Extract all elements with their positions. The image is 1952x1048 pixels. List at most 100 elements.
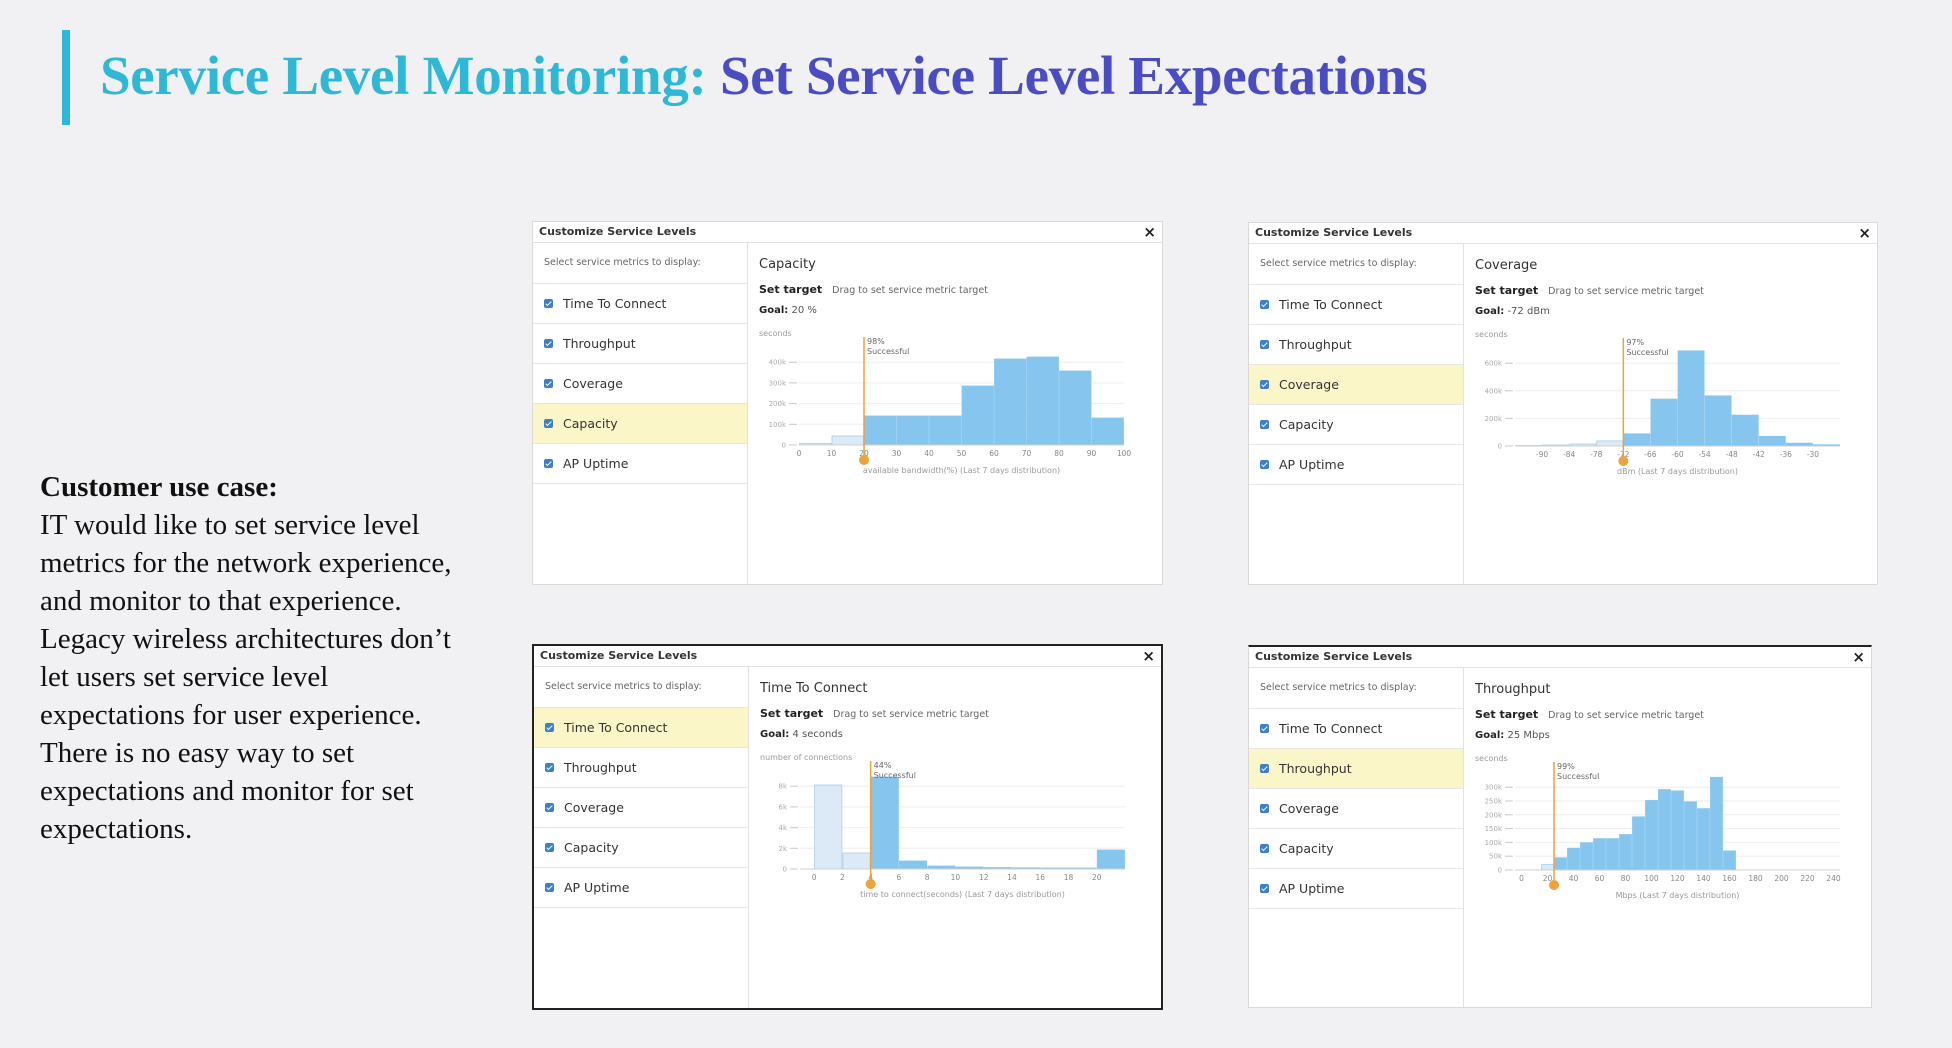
checkbox-checked-icon[interactable] — [1260, 844, 1269, 853]
x-tick-label: 0 — [812, 873, 817, 882]
histogram-bar — [1671, 790, 1684, 871]
x-tick-label: 80 — [1054, 449, 1064, 458]
x-tick-label: 50 — [957, 449, 967, 458]
histogram-bar — [1731, 414, 1759, 447]
success-percent: 98% — [867, 337, 885, 346]
close-icon[interactable]: × — [1858, 224, 1871, 242]
set-target-row: Set target Drag to set service metric tar… — [759, 283, 988, 296]
checkbox-checked-icon[interactable] — [544, 419, 553, 428]
metric-item-throughput[interactable]: Throughput — [533, 324, 747, 364]
histogram-bar — [842, 852, 871, 870]
dialog-title: Customize Service Levels — [539, 225, 697, 238]
metric-item-time-to-connect[interactable]: Time To Connect — [1249, 285, 1463, 325]
metric-item-label: Capacity — [1279, 417, 1334, 432]
service-levels-dialog-throughput: Customize Service Levels × Select servic… — [1248, 645, 1872, 1008]
close-icon[interactable]: × — [1142, 647, 1155, 665]
checkbox-checked-icon[interactable] — [1260, 340, 1269, 349]
x-tick-label: 80 — [1621, 874, 1631, 883]
set-target-label: Set target — [760, 707, 824, 720]
x-tick-label: 90 — [1087, 449, 1097, 458]
x-tick-label: 10 — [827, 449, 837, 458]
success-label: Successful — [867, 347, 909, 356]
checkbox-checked-icon[interactable] — [544, 459, 553, 468]
x-tick-label: 8 — [925, 873, 930, 882]
checkbox-checked-icon[interactable] — [545, 803, 554, 812]
y-tick-label: 50k — [1489, 853, 1503, 861]
metric-item-coverage[interactable]: Coverage — [1249, 789, 1463, 829]
page-title: Service Level Monitoring: Set Service Le… — [100, 44, 1428, 107]
metric-title: Coverage — [1475, 258, 1538, 273]
success-percent: 44% — [874, 761, 892, 770]
set-target-label: Set target — [759, 283, 823, 296]
metric-item-label: Coverage — [563, 376, 623, 391]
metric-item-label: Time To Connect — [564, 720, 668, 735]
checkbox-checked-icon[interactable] — [544, 379, 553, 388]
metric-item-label: Coverage — [1279, 801, 1339, 816]
checkbox-checked-icon[interactable] — [544, 299, 553, 308]
checkbox-checked-icon[interactable] — [544, 339, 553, 348]
target-drag-handle — [865, 879, 876, 889]
checkbox-checked-icon[interactable] — [1260, 380, 1269, 389]
histogram-bar — [1026, 356, 1059, 446]
metric-list-hint: Select service metrics to display: — [1249, 668, 1463, 709]
metric-item-ap-uptime[interactable]: AP Uptime — [1249, 445, 1463, 485]
metric-item-label: Throughput — [563, 336, 636, 351]
use-case-body: IT would like to set service level metri… — [40, 509, 452, 845]
checkbox-checked-icon[interactable] — [1260, 460, 1269, 469]
histogram-bar — [1645, 800, 1658, 871]
checkbox-checked-icon[interactable] — [545, 723, 554, 732]
metric-item-capacity[interactable]: Capacity — [1249, 405, 1463, 445]
metric-item-ap-uptime[interactable]: AP Uptime — [533, 444, 747, 484]
metric-item-label: AP Uptime — [563, 456, 629, 471]
metric-item-capacity[interactable]: Capacity — [1249, 829, 1463, 869]
y-tick-label: 2k — [778, 845, 787, 853]
checkbox-checked-icon[interactable] — [545, 883, 554, 892]
histogram-bar — [1541, 864, 1554, 871]
checkbox-checked-icon[interactable] — [1260, 420, 1269, 429]
checkbox-checked-icon[interactable] — [1260, 804, 1269, 813]
y-tick-label: 8k — [778, 783, 787, 791]
histogram-bar — [994, 358, 1027, 446]
metric-item-capacity[interactable]: Capacity — [533, 404, 747, 444]
metric-list-hint: Select service metrics to display: — [1249, 244, 1463, 285]
x-tick-label: 100 — [1644, 874, 1659, 883]
y-tick-label: 6k — [778, 803, 787, 811]
success-label: Successful — [874, 771, 916, 780]
checkbox-checked-icon[interactable] — [1260, 764, 1269, 773]
checkbox-checked-icon[interactable] — [1260, 884, 1269, 893]
checkbox-checked-icon[interactable] — [545, 763, 554, 772]
checkbox-checked-icon[interactable] — [1260, 724, 1269, 733]
metric-item-ap-uptime[interactable]: AP Uptime — [1249, 869, 1463, 909]
checkbox-checked-icon[interactable] — [1260, 300, 1269, 309]
checkbox-checked-icon[interactable] — [545, 843, 554, 852]
success-percent: 97% — [1626, 338, 1644, 347]
metric-item-ap-uptime[interactable]: AP Uptime — [534, 868, 748, 908]
metric-detail: Capacity Set target Drag to set service m… — [759, 243, 1162, 584]
x-tick-label: 40 — [924, 449, 934, 458]
metric-item-capacity[interactable]: Capacity — [534, 828, 748, 868]
target-drag-handle — [1618, 456, 1629, 466]
metric-item-time-to-connect[interactable]: Time To Connect — [533, 284, 747, 324]
metric-item-coverage[interactable]: Coverage — [533, 364, 747, 404]
histogram-bar — [831, 435, 864, 446]
metric-item-throughput[interactable]: Throughput — [534, 748, 748, 788]
metric-item-label: Capacity — [564, 840, 619, 855]
metric-item-coverage[interactable]: Coverage — [534, 788, 748, 828]
drag-hint: Drag to set service metric target — [1548, 710, 1704, 721]
metric-item-time-to-connect[interactable]: Time To Connect — [1249, 709, 1463, 749]
success-percent: 99% — [1557, 762, 1575, 771]
close-icon[interactable]: × — [1852, 648, 1865, 666]
x-tick-label: 0 — [797, 449, 802, 458]
metric-item-throughput[interactable]: Throughput — [1249, 325, 1463, 365]
metric-item-throughput[interactable]: Throughput — [1249, 749, 1463, 789]
metric-item-time-to-connect[interactable]: Time To Connect — [534, 708, 748, 748]
dialog-header: Customize Service Levels × — [1249, 647, 1871, 668]
set-target-row: Set target Drag to set service metric tar… — [1475, 708, 1704, 721]
metric-item-label: Capacity — [563, 416, 618, 431]
metric-item-label: Time To Connect — [1279, 297, 1383, 312]
x-tick-label: 40 — [1569, 874, 1579, 883]
histogram-bar — [899, 860, 928, 870]
close-icon[interactable]: × — [1143, 223, 1156, 241]
x-tick-label: 120 — [1670, 874, 1685, 883]
metric-item-coverage[interactable]: Coverage — [1249, 365, 1463, 405]
